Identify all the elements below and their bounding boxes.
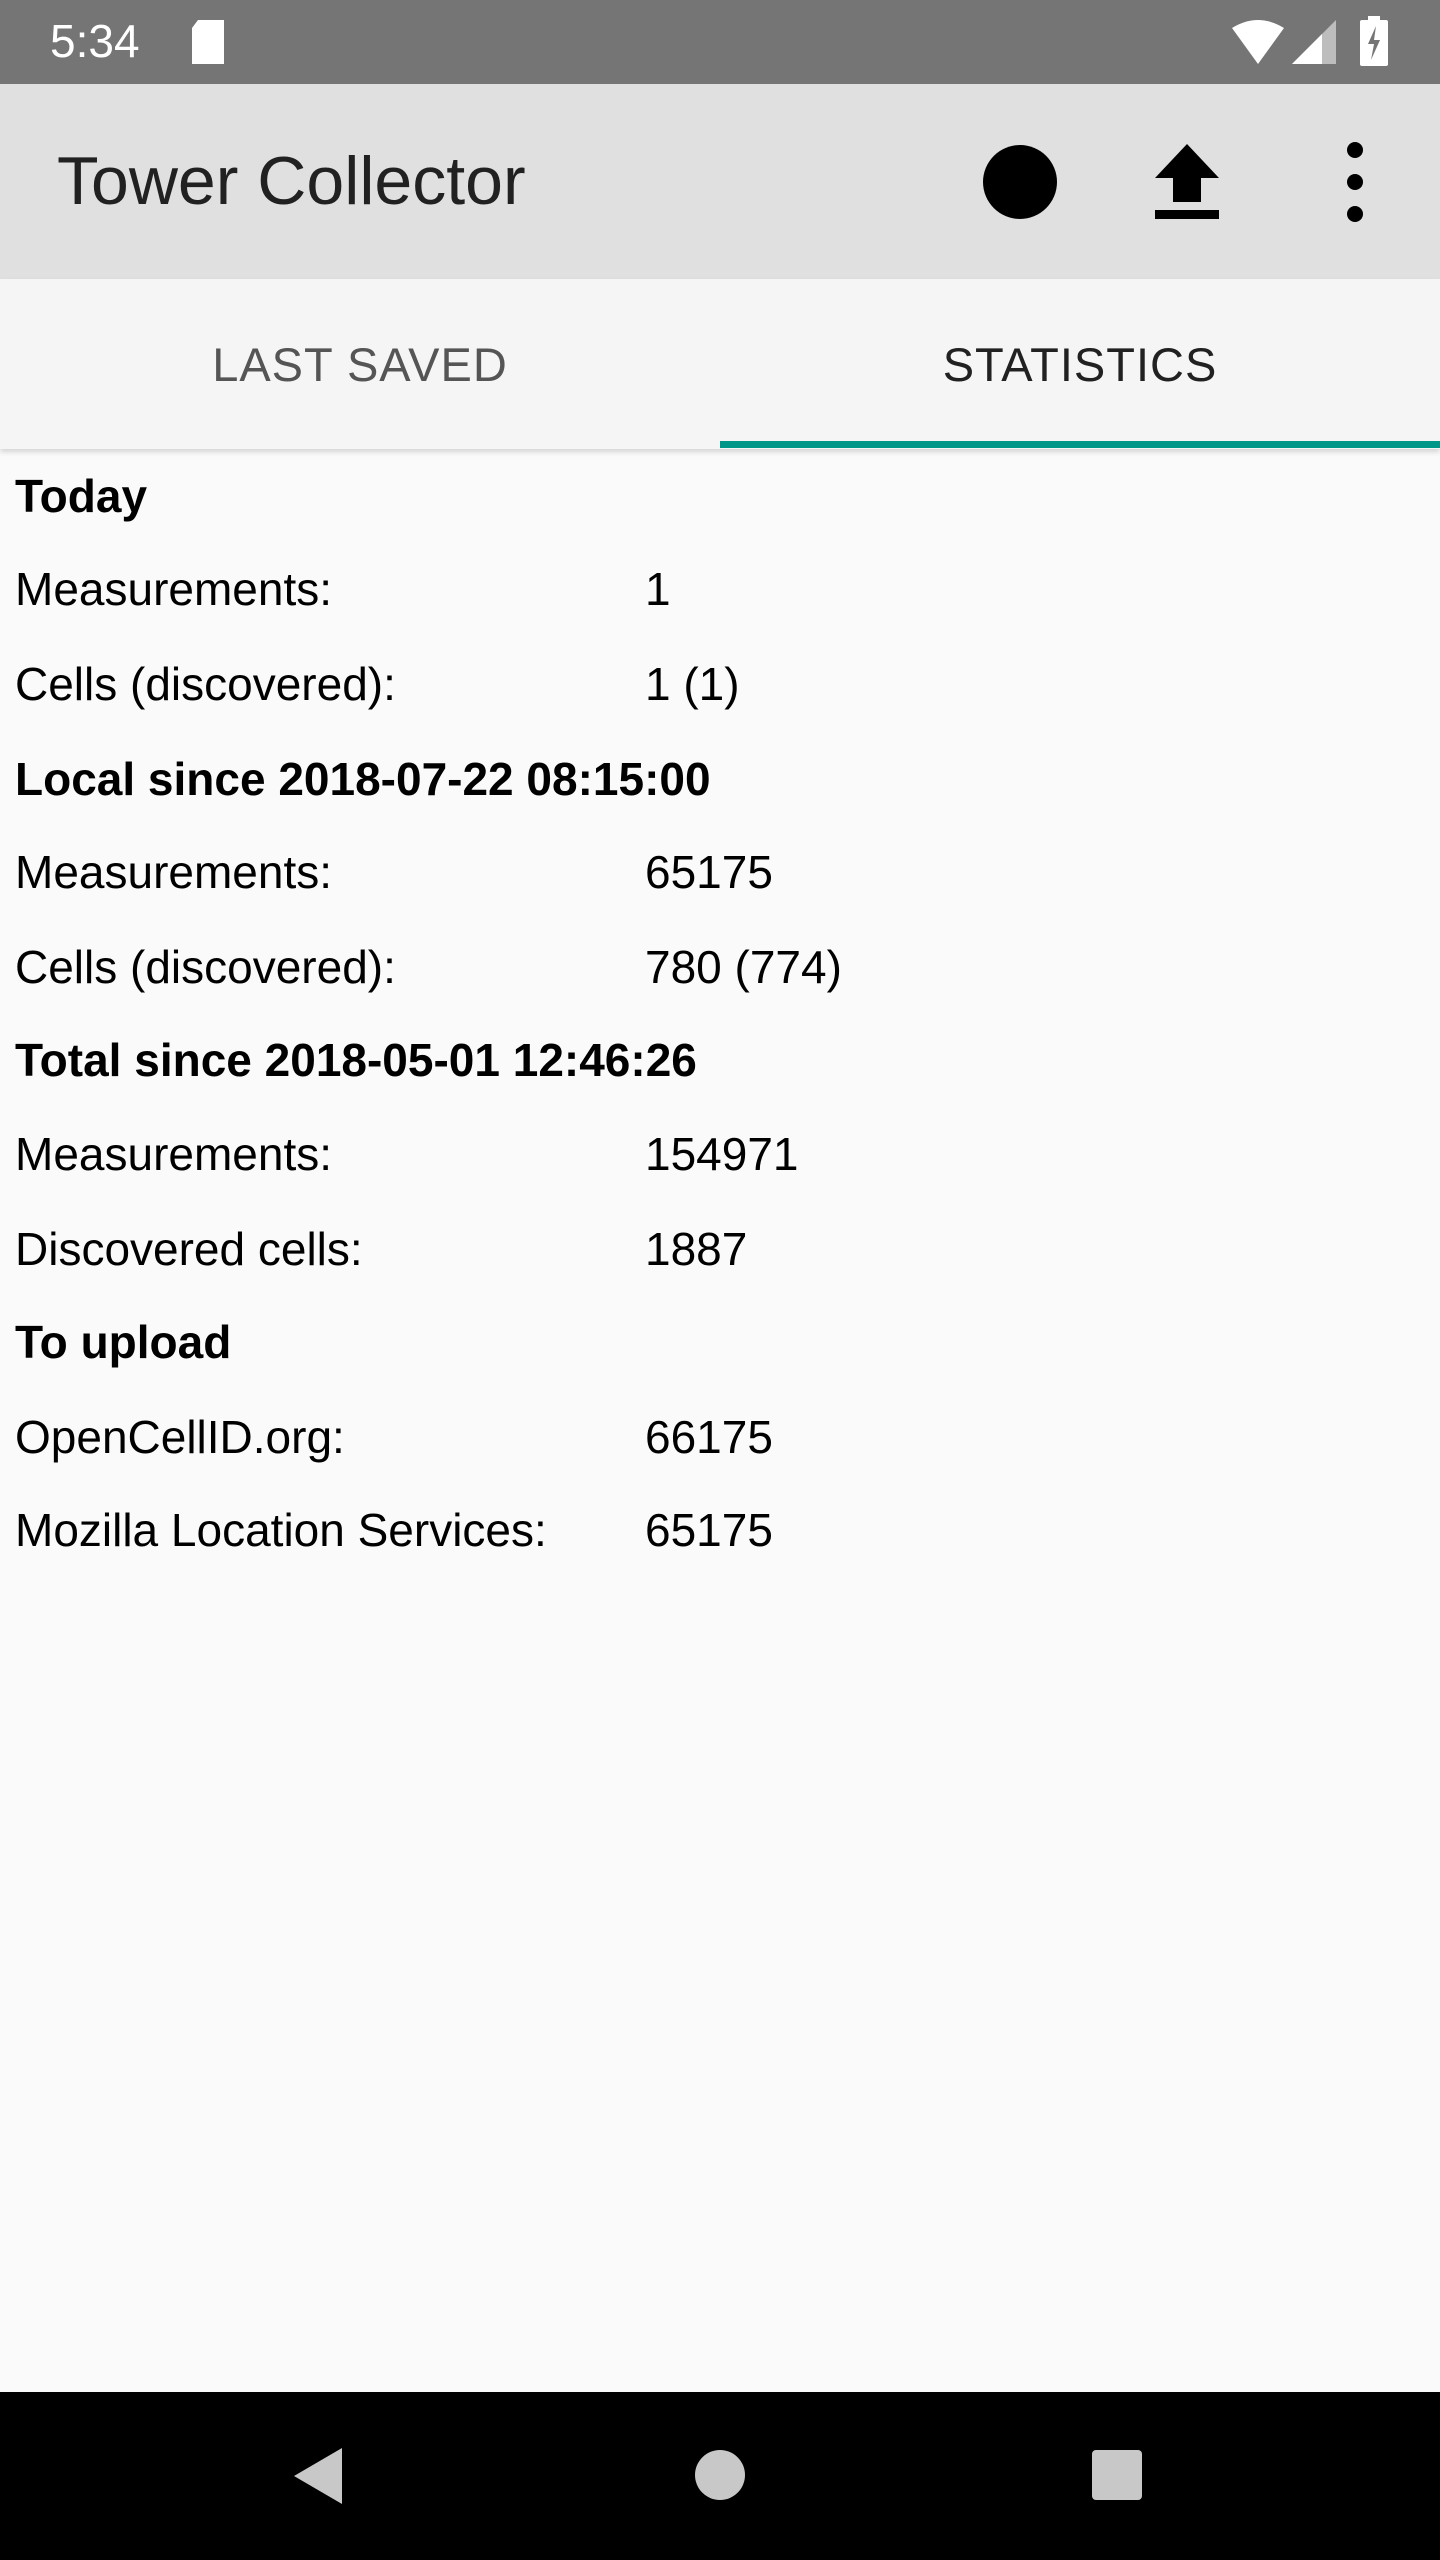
stat-row: Measurements: 154971 xyxy=(15,1124,799,1184)
stat-label: Discovered cells: xyxy=(15,1223,363,1275)
tab-bar: LAST SAVED STATISTICS xyxy=(0,279,1440,449)
wifi-icon xyxy=(1232,20,1284,64)
stat-label: Cells (discovered): xyxy=(15,941,396,993)
upload-icon[interactable] xyxy=(1147,142,1227,222)
stat-row: Discovered cells: 1887 xyxy=(15,1219,747,1279)
stat-row: Cells (discovered): 1 (1) xyxy=(15,654,740,714)
navigation-bar xyxy=(0,2392,1440,2560)
battery-charging-icon xyxy=(1360,16,1388,66)
stat-value: 780 (774) xyxy=(645,941,842,993)
stat-row: Cells (discovered): 780 (774) xyxy=(15,937,842,997)
tab-indicator xyxy=(720,441,1440,448)
stat-label: Cells (discovered): xyxy=(15,658,396,710)
more-vert-icon[interactable] xyxy=(1315,142,1395,222)
stat-value: 66175 xyxy=(645,1411,773,1463)
stat-row: Measurements: 65175 xyxy=(15,842,773,902)
section-header-today: Today xyxy=(15,470,148,522)
tab-last-saved[interactable]: LAST SAVED xyxy=(212,337,508,391)
stat-value: 1 xyxy=(645,563,671,615)
section-header-local: Local since 2018-07-22 08:15:00 xyxy=(15,753,711,805)
section-header-upload: To upload xyxy=(15,1316,232,1368)
status-bar: 5:34 xyxy=(0,0,1440,84)
back-icon[interactable] xyxy=(290,2444,346,2508)
record-icon[interactable] xyxy=(980,142,1060,222)
stat-label: Measurements: xyxy=(15,563,333,615)
stat-label: Measurements: xyxy=(15,1128,333,1180)
signal-icon xyxy=(1292,20,1336,64)
stat-label: OpenCellID.org: xyxy=(15,1411,345,1463)
stat-value: 65175 xyxy=(645,846,773,898)
stat-label: Mozilla Location Services: xyxy=(15,1504,547,1556)
clock: 5:34 xyxy=(50,15,140,67)
stat-value: 154971 xyxy=(645,1128,799,1180)
stat-label: Measurements: xyxy=(15,846,333,898)
stat-value: 65175 xyxy=(645,1504,773,1556)
stat-row: Measurements: 1 xyxy=(15,559,671,619)
sd-card-icon xyxy=(192,20,224,64)
stat-row: OpenCellID.org: 66175 xyxy=(15,1407,773,1467)
stat-row: Mozilla Location Services: 65175 xyxy=(15,1500,773,1560)
recents-icon[interactable] xyxy=(1091,2449,1143,2501)
home-icon[interactable] xyxy=(694,2449,746,2501)
section-header-total: Total since 2018-05-01 12:46:26 xyxy=(15,1034,697,1086)
stat-value: 1 (1) xyxy=(645,658,740,710)
tab-statistics[interactable]: STATISTICS xyxy=(942,337,1218,391)
app-title: Tower Collector xyxy=(57,143,526,219)
app-bar: Tower Collector xyxy=(0,84,1440,279)
stat-value: 1887 xyxy=(645,1223,748,1275)
